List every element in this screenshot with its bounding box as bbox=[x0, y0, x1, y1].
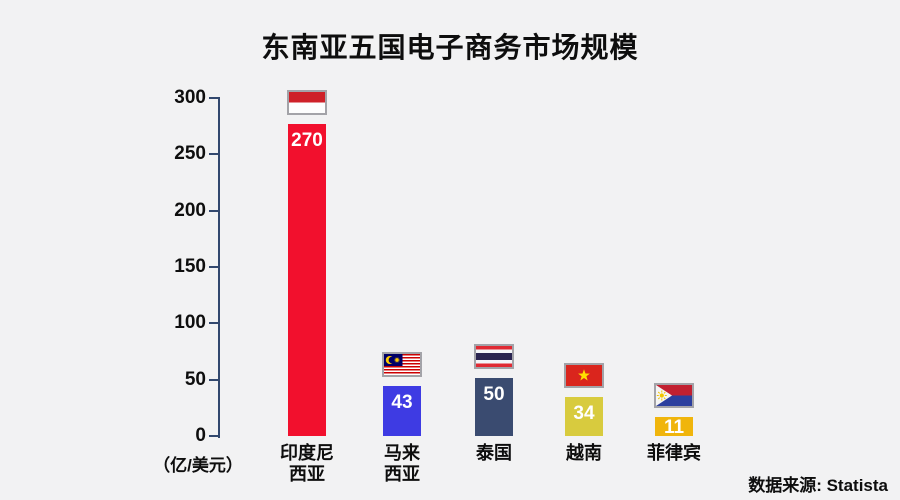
y-tick-label: 150 bbox=[174, 256, 206, 277]
category-label-philippines: 菲律宾 bbox=[647, 443, 701, 463]
bar-value-label: 43 bbox=[391, 392, 413, 414]
bar-value-label: 34 bbox=[573, 402, 595, 424]
y-tick-line bbox=[209, 266, 218, 268]
vietnam-flag-icon bbox=[564, 362, 604, 388]
bar-value-label: 50 bbox=[483, 384, 505, 406]
bar-philippines: 11 bbox=[655, 417, 693, 438]
data-source-label: 数据来源: Statista bbox=[748, 476, 888, 495]
y-axis-unit-label: （亿/美元） bbox=[153, 456, 243, 475]
y-tick-line bbox=[209, 322, 218, 325]
malaysia-flag-icon bbox=[382, 352, 422, 378]
category-label-thailand: 泰国 bbox=[476, 443, 512, 463]
bar-value-label: 270 bbox=[291, 130, 323, 152]
y-tick-label: 200 bbox=[174, 199, 206, 221]
chart-title: 东南亚五国电子商务市场规模 bbox=[261, 32, 639, 63]
bar-value-label: 11 bbox=[663, 417, 685, 438]
y-tick-label: 0 bbox=[195, 425, 206, 446]
philippines-flag-icon bbox=[654, 383, 694, 408]
y-tick-line bbox=[209, 435, 218, 437]
bar-thailand: 50 bbox=[475, 378, 513, 436]
y-tick-label: 50 bbox=[184, 368, 206, 390]
y-tick-label: 300 bbox=[174, 87, 206, 108]
y-axis-line bbox=[218, 97, 220, 438]
y-tick-label: 250 bbox=[174, 143, 206, 165]
y-tick-label: 100 bbox=[174, 312, 206, 334]
y-tick-line bbox=[209, 209, 218, 212]
bar-malaysia: 43 bbox=[383, 386, 421, 436]
indonesia-flag-icon bbox=[287, 90, 327, 116]
y-tick-line bbox=[209, 378, 218, 381]
category-label-malaysia: 马来 西亚 bbox=[384, 443, 420, 484]
category-label-vietnam: 越南 bbox=[566, 443, 602, 463]
bar-vietnam: 34 bbox=[565, 396, 603, 436]
thailand-flag-icon bbox=[474, 344, 514, 370]
y-tick-line bbox=[209, 153, 218, 156]
category-label-indonesia: 印度尼 西亚 bbox=[280, 443, 334, 484]
bar-indonesia: 270 bbox=[288, 124, 326, 436]
y-tick-line bbox=[209, 97, 218, 99]
